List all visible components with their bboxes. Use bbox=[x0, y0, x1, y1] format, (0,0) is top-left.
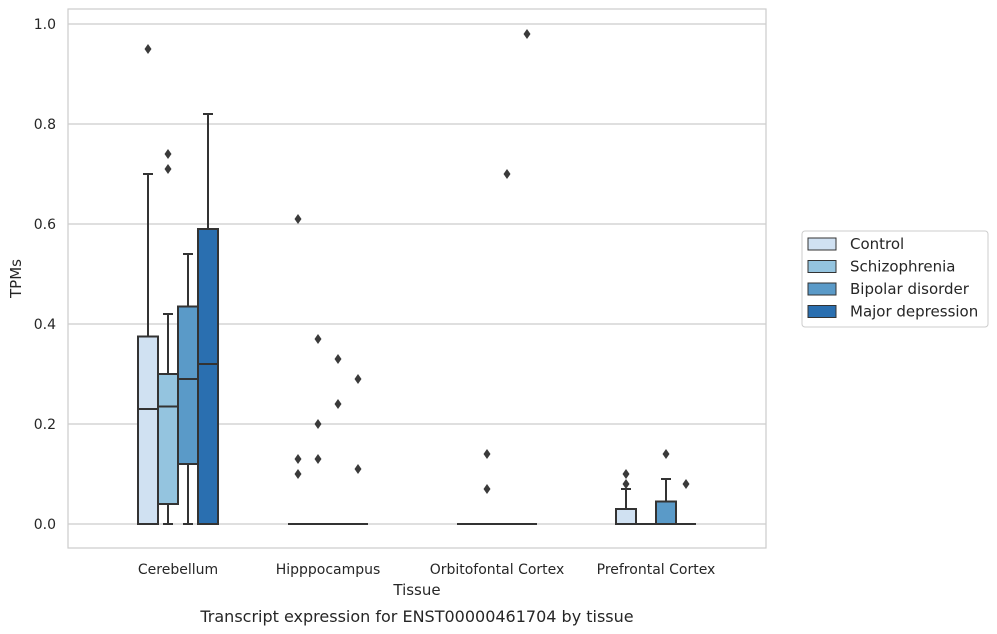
y-tick-label: 0.8 bbox=[34, 117, 56, 133]
y-tick-label: 1.0 bbox=[34, 17, 56, 33]
legend-label: Control bbox=[850, 235, 904, 253]
outlier-point bbox=[334, 354, 342, 364]
legend-label: Schizophrenia bbox=[850, 258, 955, 276]
box-bipolar-disorder bbox=[655, 449, 677, 525]
legend-label: Major depression bbox=[850, 303, 978, 321]
outlier-point bbox=[334, 399, 342, 409]
y-tick-label: 0.0 bbox=[34, 517, 56, 533]
outlier-point bbox=[294, 214, 302, 224]
outlier-point bbox=[523, 29, 531, 39]
box-iqr bbox=[157, 373, 179, 505]
outlier-point bbox=[164, 164, 172, 174]
legend: Control Schizophrenia Bipolar disorder Majo… bbox=[801, 230, 989, 328]
outlier-point bbox=[483, 449, 491, 459]
plot-frame bbox=[67, 8, 767, 549]
box-control bbox=[615, 469, 637, 525]
outlier-point bbox=[314, 419, 322, 429]
outlier-point bbox=[314, 334, 322, 344]
y-tick-label: 0.4 bbox=[34, 317, 56, 333]
legend-frame bbox=[801, 230, 989, 328]
box-control bbox=[288, 214, 308, 525]
outlier-point bbox=[503, 169, 511, 179]
outlier-point bbox=[164, 149, 172, 159]
y-axis-ticks: 0.0 0.2 0.4 0.6 0.8 1.0 bbox=[34, 17, 56, 533]
outlier-point bbox=[294, 469, 302, 479]
outlier-point bbox=[483, 484, 491, 494]
box-iqr bbox=[137, 335, 159, 525]
outlier-point bbox=[622, 469, 630, 479]
box-major-depression bbox=[676, 479, 696, 525]
legend-label: Bipolar disorder bbox=[850, 280, 970, 298]
legend-swatch bbox=[807, 305, 837, 318]
box-schizophrenia bbox=[157, 149, 179, 525]
box-schizophrenia bbox=[477, 449, 497, 525]
box-bipolar-disorder bbox=[177, 253, 199, 525]
outlier-point bbox=[662, 449, 670, 459]
legend-swatch bbox=[807, 282, 837, 296]
outlier-point bbox=[354, 374, 362, 384]
box-schizophrenia bbox=[308, 334, 328, 525]
box-iqr bbox=[655, 500, 677, 525]
box-major-depression bbox=[197, 113, 219, 525]
box-bipolar-disorder bbox=[328, 354, 348, 525]
x-tick-label: Cerebellum bbox=[138, 562, 218, 578]
box-major-depression bbox=[348, 374, 368, 525]
outlier-point bbox=[144, 44, 152, 54]
outlier-point bbox=[314, 454, 322, 464]
box-control bbox=[137, 44, 159, 525]
x-tick-label: Hipppocampus bbox=[276, 562, 381, 578]
y-tick-label: 0.6 bbox=[34, 217, 56, 233]
box-plots bbox=[137, 29, 696, 525]
x-axis-label: Tissue bbox=[392, 581, 440, 599]
y-axis-label: TPMs bbox=[7, 259, 25, 299]
x-tick-label: Orbitofontal Cortex bbox=[430, 562, 565, 578]
legend-swatch bbox=[807, 260, 837, 273]
box-major-depression bbox=[517, 29, 537, 525]
outlier-point bbox=[354, 464, 362, 474]
outlier-point bbox=[622, 479, 630, 489]
legend-swatch bbox=[807, 237, 837, 251]
y-tick-label: 0.2 bbox=[34, 417, 56, 433]
chart-caption: Transcript expression for ENST0000046170… bbox=[199, 607, 633, 626]
box-iqr bbox=[177, 305, 199, 465]
x-axis-ticks: Cerebellum Hipppocampus Orbitofontal Corte… bbox=[138, 562, 715, 578]
box-bipolar-disorder bbox=[497, 169, 517, 525]
x-tick-label: Prefrontal Cortex bbox=[597, 562, 716, 578]
box-iqr bbox=[615, 508, 637, 525]
outlier-point bbox=[682, 479, 690, 489]
outlier-point bbox=[294, 454, 302, 464]
box-iqr bbox=[197, 228, 219, 525]
